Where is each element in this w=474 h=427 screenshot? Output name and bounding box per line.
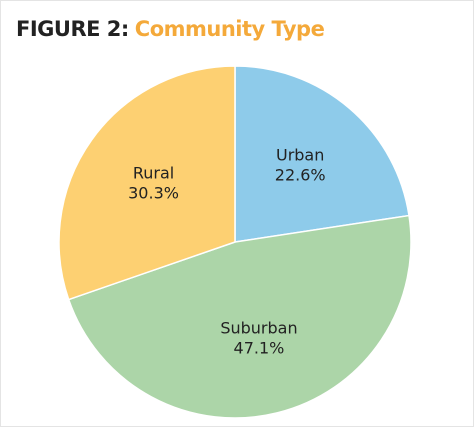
slice-label: Urban: [276, 146, 324, 165]
pie-slice: [67, 214, 412, 419]
slice-value: 30.3%: [128, 183, 179, 202]
title-text: Community Type: [135, 17, 325, 41]
pie-slice: [234, 65, 410, 243]
chart-title: FIGURE 2: Community Type: [16, 17, 325, 41]
slice-value: 22.6%: [275, 166, 326, 185]
slice-label: Suburban: [220, 319, 297, 338]
pie-slice: [58, 65, 236, 301]
slice-label: Rural: [133, 163, 174, 182]
slice-value: 47.1%: [234, 339, 285, 358]
figure-label: FIGURE 2:: [16, 17, 129, 41]
